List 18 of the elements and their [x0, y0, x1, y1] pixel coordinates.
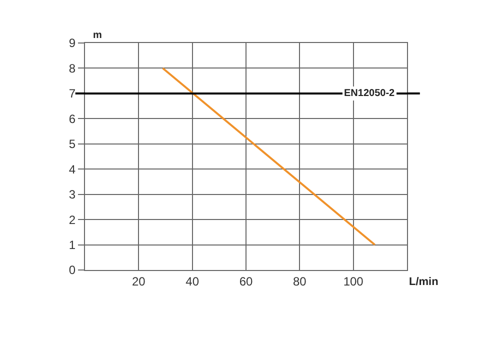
y-tick-label: 8 — [68, 61, 76, 76]
x-axis-title: L/min — [409, 276, 439, 288]
y-tick-label: 5 — [68, 137, 76, 152]
y-tick-label: 2 — [68, 212, 76, 227]
x-tick-label: 20 — [132, 274, 146, 288]
x-tick-label: 80 — [292, 274, 307, 288]
y-tick-label: 4 — [68, 162, 76, 176]
y-tick-label: 0 — [68, 263, 76, 278]
y-tick-label: 1 — [68, 238, 76, 252]
x-tick-label: 100 — [343, 274, 364, 288]
y-tick-label: 7 — [68, 86, 76, 101]
ref-line-label: EN12050-2 — [344, 88, 396, 99]
y-tick-label: 9 — [68, 36, 76, 50]
y-tick-label: 6 — [68, 112, 76, 126]
y-tick-label: 3 — [68, 188, 76, 202]
x-tick-label: 40 — [186, 274, 200, 288]
y-axis-title: m — [93, 30, 102, 41]
x-tick-label: 60 — [239, 274, 253, 288]
